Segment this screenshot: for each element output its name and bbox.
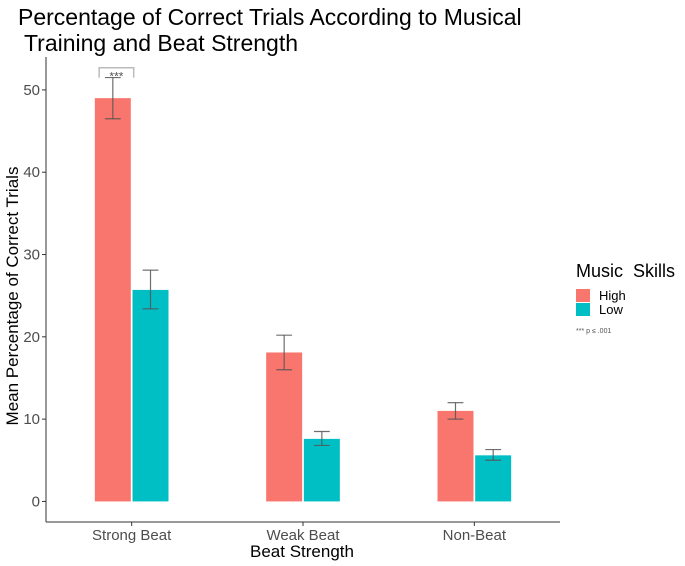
y-tick-label: 40 [23, 164, 40, 181]
significance-bracket [98, 66, 135, 78]
x-tick-label: Non-Beat [443, 527, 507, 544]
bar-high [266, 352, 303, 502]
legend-label-high: High [599, 288, 626, 303]
bar-low [475, 455, 512, 502]
y-tick-label: 0 [32, 493, 40, 510]
y-axis-label: Mean Percentage of Correct Trials [3, 167, 22, 426]
title-line-2: Training and Beat Strength [18, 30, 298, 56]
bar-low [132, 289, 169, 502]
title-line-1: Percentage of Correct Trials According t… [18, 4, 522, 30]
y-tick-label: 30 [23, 247, 40, 264]
legend-note: *** p ≤ .001 [576, 328, 611, 335]
legend-label-low: Low [599, 302, 623, 317]
significance-label: *** [109, 70, 123, 84]
x-axis-label: Beat Strength [250, 542, 354, 561]
x-tick-label: Strong Beat [92, 527, 172, 544]
x-tick-label: Weak Beat [266, 527, 340, 544]
legend-title: Music Skills [576, 261, 675, 281]
plot-area: 0 10 20 30 40 50 Strong Beat Weak Beat Non-Beat *… [23, 57, 560, 544]
y-tick-label: 50 [23, 82, 40, 99]
bar-high [94, 98, 131, 502]
bar-high [437, 410, 474, 502]
chart-title: Percentage of Correct Trials According t… [18, 4, 522, 56]
y-tick-label: 10 [23, 411, 40, 428]
legend-key-low [576, 303, 590, 316]
y-tick-label: 20 [23, 329, 40, 346]
bar-low [303, 438, 340, 502]
y-axis-title: Mean Percentage of Correct Trials [3, 167, 22, 426]
legend-key-high [576, 289, 590, 302]
